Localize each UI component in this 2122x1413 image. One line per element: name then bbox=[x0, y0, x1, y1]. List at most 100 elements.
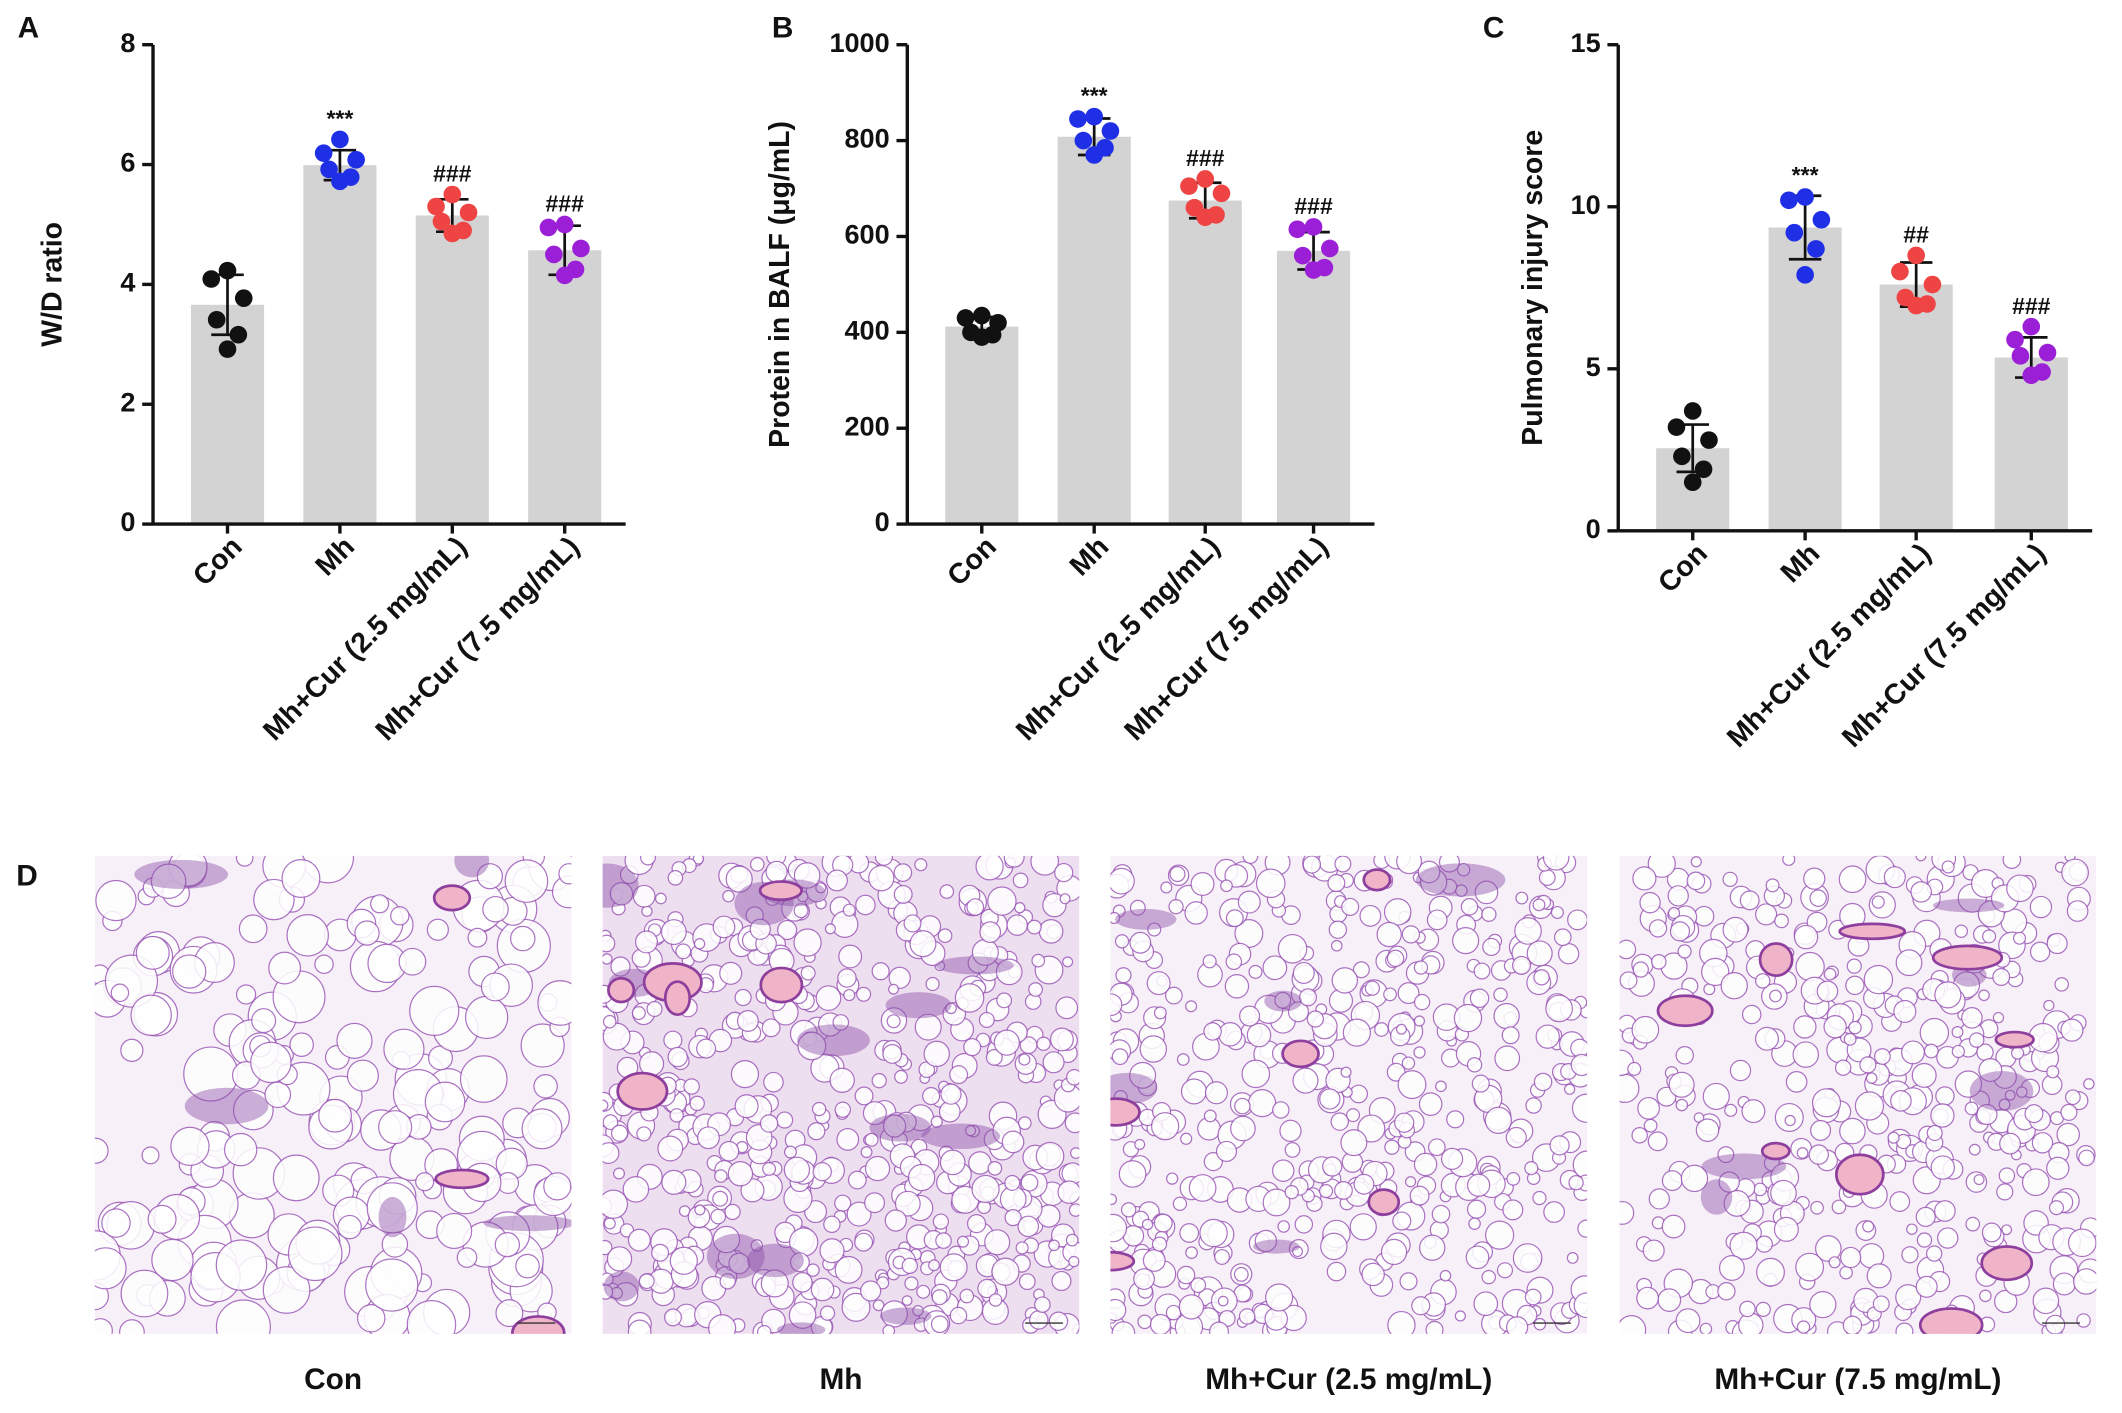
alveolus bbox=[383, 1028, 425, 1070]
alveolus bbox=[1862, 1220, 1875, 1233]
significance: ## bbox=[1903, 221, 1929, 247]
alveolus bbox=[1754, 1026, 1779, 1051]
data-point bbox=[1683, 402, 1702, 420]
alveolus bbox=[602, 1189, 629, 1219]
alveolus bbox=[2046, 932, 2068, 955]
alveolus bbox=[995, 958, 1023, 986]
alveolus bbox=[609, 882, 634, 906]
alveolus bbox=[1149, 1313, 1172, 1334]
y-tick-label: 10 bbox=[1571, 189, 1601, 220]
vessel bbox=[1931, 944, 2004, 971]
alveolus bbox=[1435, 1080, 1447, 1093]
alveolus bbox=[978, 1011, 995, 1028]
alveolus bbox=[1823, 967, 1837, 981]
alveolus bbox=[1722, 916, 1749, 943]
bar bbox=[1276, 250, 1351, 525]
alveolus bbox=[1292, 1245, 1304, 1258]
alveolus bbox=[1153, 1213, 1173, 1233]
alveolus bbox=[1426, 909, 1448, 931]
alveolus bbox=[1334, 1181, 1353, 1200]
alveolus bbox=[602, 1142, 620, 1165]
data-point bbox=[956, 309, 975, 327]
alveolus bbox=[1816, 980, 1839, 1003]
alveolus bbox=[494, 1232, 521, 1258]
vessel bbox=[1760, 1141, 1791, 1161]
alveolus bbox=[627, 1319, 652, 1334]
alveolus bbox=[1838, 865, 1867, 894]
alveolus bbox=[318, 1098, 352, 1133]
alveolus bbox=[150, 863, 187, 900]
y-tick-label: 0 bbox=[120, 506, 135, 537]
alveolus bbox=[1811, 1088, 1842, 1118]
alveolus bbox=[1129, 1061, 1157, 1089]
vessel bbox=[1980, 1245, 2034, 1282]
alveolus bbox=[1139, 1035, 1168, 1063]
alveolus bbox=[757, 1324, 772, 1334]
bar bbox=[945, 326, 1019, 525]
alveolus bbox=[971, 1174, 1000, 1204]
alveolus bbox=[1342, 1018, 1372, 1047]
alveolus bbox=[1572, 1150, 1588, 1179]
alveolus bbox=[1396, 855, 1423, 875]
alveolus bbox=[1180, 1078, 1208, 1105]
alveolus bbox=[147, 1204, 177, 1234]
alveolus bbox=[1675, 1046, 1695, 1065]
alveolus bbox=[640, 855, 657, 866]
alveolus bbox=[632, 884, 656, 908]
alveolus bbox=[215, 1299, 271, 1334]
dense-tissue bbox=[869, 1113, 931, 1142]
alveolus bbox=[988, 1293, 1003, 1307]
bar bbox=[190, 304, 265, 525]
alveolus bbox=[1937, 1227, 1959, 1249]
alveolus bbox=[1690, 856, 1702, 868]
alveolus bbox=[602, 1014, 617, 1029]
alveolus bbox=[287, 1226, 343, 1282]
alveolus bbox=[777, 919, 798, 941]
alveolus bbox=[2065, 1089, 2081, 1106]
alveolus bbox=[1577, 1219, 1588, 1238]
alveolus bbox=[1001, 1130, 1025, 1154]
alveolus bbox=[424, 1081, 466, 1123]
data-point bbox=[1085, 146, 1103, 164]
alveolus bbox=[788, 1301, 817, 1329]
vessel bbox=[1110, 1250, 1136, 1272]
alveolus bbox=[860, 1146, 873, 1159]
vessel bbox=[663, 980, 692, 1017]
alveolus bbox=[1796, 1147, 1809, 1159]
alveolus bbox=[886, 1014, 901, 1029]
alveolus bbox=[1823, 1015, 1847, 1039]
alveolus bbox=[2011, 1046, 2025, 1060]
data-point bbox=[218, 340, 237, 358]
alveolus bbox=[1502, 1199, 1524, 1221]
alveolus bbox=[1535, 1024, 1560, 1049]
alveolus bbox=[1048, 1239, 1060, 1252]
alveolus bbox=[912, 1305, 924, 1317]
alveolus bbox=[1203, 1109, 1217, 1123]
alveolus bbox=[1493, 1002, 1520, 1030]
alveolus bbox=[1965, 1216, 1981, 1232]
vessel bbox=[1994, 1030, 2035, 1049]
alveolus bbox=[1383, 987, 1397, 1002]
significance: *** bbox=[1792, 162, 1819, 188]
alveolus bbox=[1164, 986, 1183, 1005]
alveolus bbox=[1396, 1023, 1407, 1035]
alveolus bbox=[1397, 982, 1420, 1005]
alveolus bbox=[838, 944, 863, 969]
alveolus bbox=[800, 965, 816, 981]
alveolus bbox=[1028, 982, 1043, 997]
alveolus bbox=[1386, 949, 1405, 968]
alveolus bbox=[1968, 1032, 1985, 1048]
alveolus bbox=[1739, 890, 1760, 911]
alveolus bbox=[1225, 953, 1243, 971]
alveolus bbox=[1241, 1059, 1271, 1089]
alveolus bbox=[864, 1155, 891, 1182]
alveolus bbox=[1330, 939, 1343, 952]
alveolus bbox=[826, 869, 848, 892]
alveolus bbox=[1272, 1101, 1290, 1119]
alveolus bbox=[1532, 1190, 1547, 1206]
alveolus bbox=[406, 1300, 457, 1334]
alveolus bbox=[1895, 1284, 1922, 1311]
data-point bbox=[1923, 275, 1942, 294]
alveolus bbox=[467, 927, 488, 948]
alveolus bbox=[1481, 906, 1497, 923]
